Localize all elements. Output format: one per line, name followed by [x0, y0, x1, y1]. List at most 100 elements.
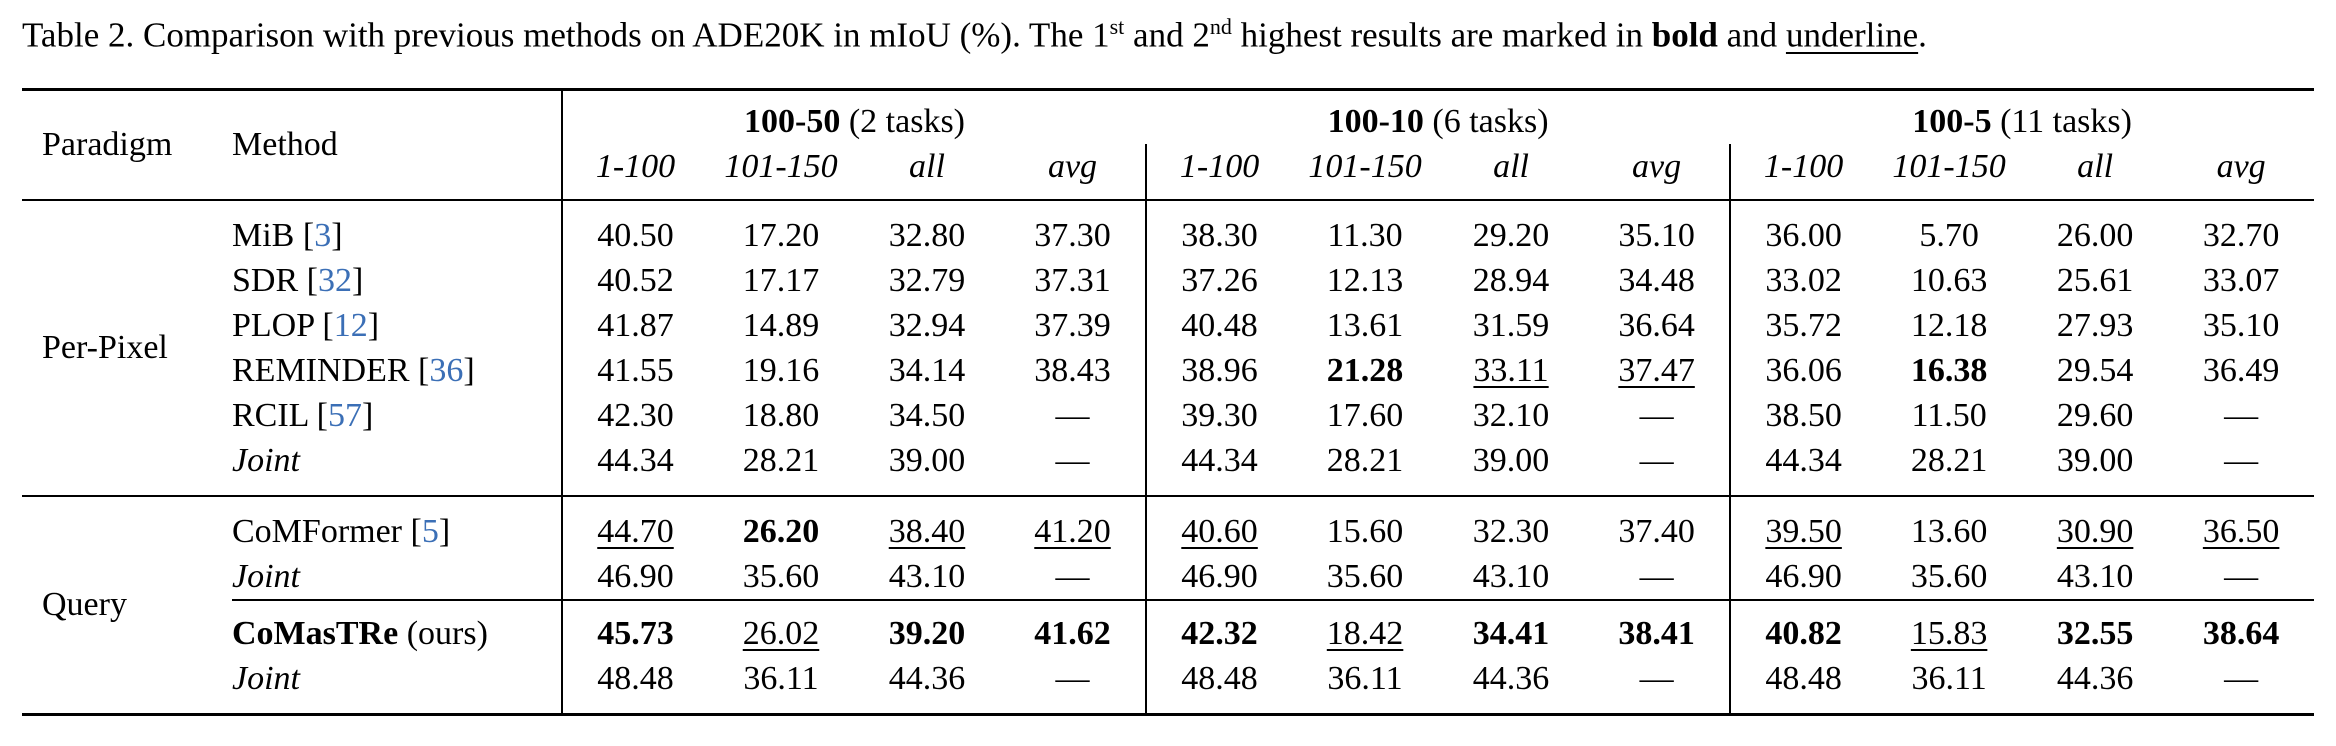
- value-cell: 17.17: [708, 258, 854, 303]
- text: 34.48: [1618, 261, 1695, 299]
- text: 29.54: [2056, 351, 2134, 389]
- text: 15.60: [1326, 512, 1404, 550]
- column-header: all: [854, 144, 1000, 200]
- text: 36: [429, 351, 464, 389]
- value-cell: 28.21: [1876, 438, 2022, 496]
- text: avg: [1632, 147, 1682, 185]
- caption: Table 2. Comparison with previous method…: [22, 14, 2322, 56]
- value-cell: 32.30: [1438, 496, 1584, 554]
- value-cell: 29.54: [2022, 348, 2168, 393]
- value-cell: 37.26: [1145, 258, 1293, 303]
- text: 12.13: [1326, 261, 1404, 299]
- value-cell: 46.90: [1145, 554, 1293, 600]
- text: 38.41: [1618, 614, 1695, 652]
- text: 42.30: [597, 396, 674, 434]
- value-cell: 15.60: [1292, 496, 1438, 554]
- text: 44.34: [597, 441, 674, 479]
- value-cell: 43.10: [854, 554, 1000, 600]
- text: 14.89: [742, 306, 820, 344]
- text: 37.26: [1181, 261, 1258, 299]
- text: 32.10: [1472, 396, 1550, 434]
- value-cell: 44.70: [561, 496, 708, 554]
- value-cell: 14.89: [708, 303, 854, 348]
- text: 18.80: [742, 396, 820, 434]
- text: 48.48: [1181, 659, 1258, 697]
- data-row: PLOP [12] 41.87 14.89 32.94 37.39 40.48 13.61 3…: [22, 303, 2314, 348]
- value-cell: 42.30: [561, 393, 708, 438]
- text: —: [1055, 396, 1090, 434]
- text: 19.16: [742, 351, 820, 389]
- text: 35.72: [1765, 306, 1842, 344]
- text: 28.21: [1326, 441, 1404, 479]
- value-cell: 48.48: [561, 656, 708, 715]
- value-cell: —: [1000, 656, 1146, 715]
- text: 40.48: [1181, 306, 1258, 344]
- text: underline: [1785, 15, 1919, 55]
- text: Joint: [232, 557, 300, 595]
- value-cell: 40.50: [561, 200, 708, 258]
- data-row: CoMasTRe (ours) 45.73 26.02 39.20 41.62 42.32…: [22, 599, 2315, 656]
- text: 32.30: [1472, 512, 1550, 550]
- text: 44.34: [1181, 441, 1258, 479]
- value-cell: 32.70: [2168, 200, 2314, 258]
- text: (11 tasks): [1991, 102, 2132, 140]
- text: (ours): [398, 614, 488, 652]
- value-cell: 26.02: [708, 599, 854, 656]
- value-cell: 40.82: [1729, 599, 1877, 656]
- value-cell: 32.55: [2022, 599, 2169, 656]
- value-cell: 44.34: [561, 438, 708, 496]
- column-header: avg: [2168, 144, 2314, 200]
- text: 39.20: [888, 614, 966, 652]
- value-cell: 25.61: [2022, 258, 2168, 303]
- text: 35.60: [1910, 557, 1988, 595]
- text: (2 tasks): [840, 102, 966, 140]
- value-cell: 30.90: [2022, 496, 2168, 554]
- data-row: Joint 44.34 28.21 39.00 — 44.34 28.21 39.00 — 44.…: [22, 438, 2314, 496]
- text: 13.60: [1910, 512, 1988, 550]
- header-row: 1-100 101-150 all avg 1-100 101-150 all avg 1-10…: [22, 144, 2315, 200]
- text: avg: [1047, 147, 1098, 185]
- text: —: [1055, 557, 1090, 595]
- value-cell: 39.00: [1438, 438, 1584, 496]
- value-cell: 35.10: [2168, 303, 2314, 348]
- value-cell: —: [1584, 438, 1730, 496]
- method-cell: CoMasTRe (ours): [232, 599, 562, 656]
- value-cell: 32.94: [854, 303, 1000, 348]
- value-cell: 13.61: [1292, 303, 1438, 348]
- text: (6 tasks): [1423, 102, 1549, 140]
- data-row: RCIL [57] 42.30 18.80 34.50 — 39.30 17.60 32.10…: [22, 393, 2314, 438]
- value-cell: 35.60: [1876, 554, 2022, 600]
- text: all: [2077, 147, 2114, 185]
- value-cell: 37.31: [1000, 258, 1146, 303]
- text: 28.21: [1910, 441, 1988, 479]
- value-cell: 34.41: [1438, 599, 1585, 656]
- value-cell: —: [1584, 393, 1730, 438]
- column-header: 1-100: [1729, 144, 1877, 200]
- text: 39.50: [1765, 512, 1842, 550]
- value-cell: 44.36: [854, 656, 1000, 715]
- text: 36.11: [1327, 659, 1403, 697]
- text: 41.87: [597, 306, 674, 344]
- value-cell: 35.60: [708, 554, 854, 600]
- text: 46.90: [1181, 557, 1258, 595]
- text: 12.18: [1910, 306, 1988, 344]
- text: —: [1639, 396, 1674, 434]
- text: and: [1717, 15, 1786, 55]
- value-cell: 38.41: [1584, 599, 1731, 656]
- value-cell: 44.34: [1145, 438, 1293, 496]
- column-header: avg: [1000, 144, 1146, 200]
- text: 36.11: [743, 659, 819, 697]
- text: 45.73: [597, 614, 674, 652]
- paradigm-cell: Per-Pixel: [22, 200, 232, 496]
- text: 32.55: [2056, 614, 2134, 652]
- text: 36.49: [2202, 351, 2280, 389]
- value-cell: 36.50: [2168, 496, 2314, 554]
- text: 40.60: [1181, 512, 1258, 550]
- value-cell: 19.16: [708, 348, 854, 393]
- text: 37.47: [1618, 351, 1695, 389]
- text: 37.39: [1034, 306, 1111, 344]
- value-cell: 26.20: [708, 496, 854, 554]
- method-cell: Joint: [232, 656, 562, 715]
- value-cell: 41.55: [561, 348, 708, 393]
- value-cell: 44.36: [1438, 656, 1584, 715]
